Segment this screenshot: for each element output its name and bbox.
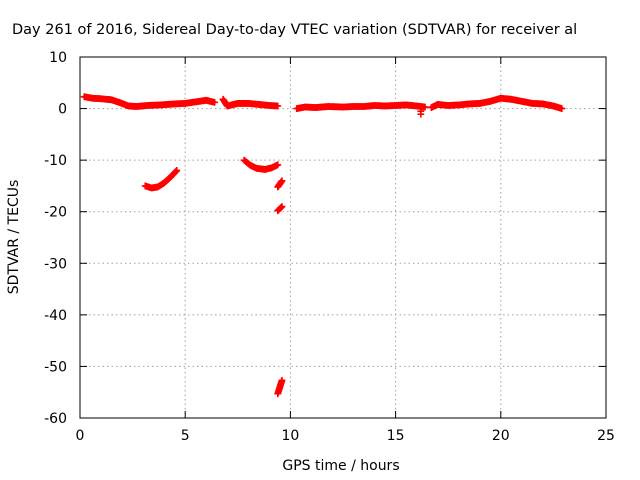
data-marks (80, 93, 566, 398)
data-segment (141, 167, 181, 192)
data-segment (274, 376, 286, 398)
x-tick-label: 5 (181, 428, 190, 444)
data-segment (274, 203, 286, 215)
y-tick-label: -40 (44, 308, 67, 324)
y-tick-label: -60 (44, 411, 67, 427)
data-point (278, 203, 286, 210)
y-tick-label: -50 (44, 359, 67, 375)
data-segment (274, 177, 286, 191)
data-segment (417, 104, 425, 118)
x-tick-label: 25 (597, 428, 615, 444)
y-tick-label: -30 (44, 256, 67, 272)
x-axis-label: GPS time / hours (282, 458, 399, 474)
y-tick-label: -10 (44, 153, 67, 169)
data-point (274, 161, 282, 169)
x-tick-label: 10 (281, 428, 299, 444)
plot-frame (79, 56, 607, 419)
y-tick-label: 0 (58, 102, 67, 118)
x-tick-label: 20 (492, 428, 510, 444)
data-point (278, 177, 286, 185)
ticks: 0 5 10 15 20 25 10 0 -10 -20 -30 -40 -50 -60 (44, 50, 615, 444)
data-point (417, 110, 425, 118)
data-segment (219, 95, 282, 110)
chart-title: Day 261 of 2016, Sidereal Day-to-day VTE… (12, 22, 577, 38)
data-segment (293, 101, 429, 112)
data-segment (240, 156, 282, 173)
data-segment (80, 93, 219, 110)
grid (80, 57, 606, 418)
data-point (421, 103, 429, 111)
y-tick-label: 10 (49, 50, 67, 66)
data-point (277, 203, 285, 211)
data-point (274, 102, 282, 110)
x-tick-label: 0 (76, 428, 85, 444)
data-segment (427, 94, 566, 112)
data-point (211, 98, 219, 106)
data-point (558, 105, 566, 112)
data-point (278, 376, 286, 384)
data-point (173, 167, 181, 174)
y-axis-label: SDTVAR / TECUs (6, 180, 22, 295)
x-tick-label: 15 (387, 428, 405, 444)
y-tick-label: -20 (44, 205, 67, 221)
